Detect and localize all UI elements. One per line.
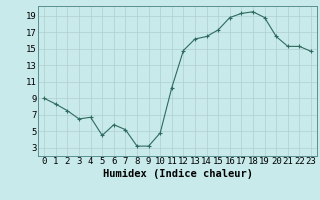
- X-axis label: Humidex (Indice chaleur): Humidex (Indice chaleur): [103, 169, 252, 179]
